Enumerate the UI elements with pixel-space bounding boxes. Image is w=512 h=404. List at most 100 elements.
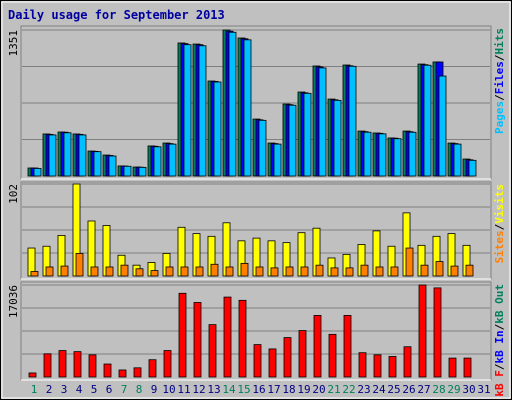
bar: [45, 266, 54, 277]
bar: [418, 284, 427, 378]
y-tick-label: 102: [7, 184, 20, 204]
bar: [288, 104, 297, 177]
x-tick-label: 26: [402, 383, 415, 396]
bar: [253, 344, 262, 378]
bar: [195, 266, 204, 277]
bar: [60, 265, 69, 277]
bar: [165, 266, 174, 277]
legend-entry: Hits: [493, 28, 506, 55]
bar: [225, 266, 234, 277]
bar: [28, 372, 37, 378]
bar: [78, 134, 87, 177]
bar: [73, 351, 82, 378]
bar: [238, 299, 247, 378]
bar: [88, 354, 97, 378]
bar: [108, 155, 117, 177]
bar: [303, 92, 312, 177]
x-tick-label: 25: [387, 383, 400, 396]
x-tick-label: 5: [91, 383, 98, 396]
legend-separator: /: [493, 363, 506, 370]
legend-entry: kB Out: [493, 284, 506, 324]
bar: [378, 133, 387, 177]
legend-entry: Visits: [493, 184, 506, 224]
bar: [213, 81, 222, 177]
x-tick-label: 28: [432, 383, 445, 396]
chart-title: Daily usage for September 2013: [8, 8, 225, 22]
x-tick-label: 17: [267, 383, 280, 396]
legend-entry: kB F: [493, 370, 506, 397]
legend: kB F/kB In/kB Out: [493, 284, 506, 397]
x-tick-label: 10: [162, 383, 175, 396]
x-tick-label: 15: [237, 383, 250, 396]
bar: [33, 168, 42, 177]
legend-entry: Files: [493, 61, 506, 94]
bar: [30, 271, 39, 277]
bar: [358, 352, 367, 378]
x-tick-label: 27: [417, 383, 430, 396]
bar: [420, 264, 429, 277]
x-tick-label: 9: [151, 383, 158, 396]
legend-entry: Pages: [493, 101, 506, 134]
x-tick-label: 6: [106, 383, 113, 396]
bar: [388, 356, 397, 378]
bar: [318, 67, 327, 177]
x-tick-label: 13: [207, 383, 220, 396]
x-tick-label: 7: [121, 383, 128, 396]
bar: [348, 65, 357, 177]
legend-separator: /: [493, 323, 506, 330]
legend: Sites/Visits: [493, 184, 506, 264]
bar: [118, 369, 127, 378]
legend-entry: Sites: [493, 230, 506, 263]
legend-separator: /: [493, 54, 506, 61]
bar: [315, 264, 324, 277]
bar: [300, 266, 309, 277]
bar: [363, 131, 372, 177]
x-tick-label: 11: [177, 383, 190, 396]
bar: [360, 264, 369, 277]
bar: [133, 367, 142, 378]
bar: [390, 266, 399, 277]
bar: [178, 292, 187, 378]
bar: [150, 270, 159, 277]
x-tick-label: 23: [357, 383, 370, 396]
bar: [208, 324, 217, 378]
bar: [48, 134, 57, 177]
bar: [228, 31, 237, 177]
x-tick-label: 31: [477, 383, 490, 396]
bar: [433, 287, 442, 378]
bar: [198, 45, 207, 177]
x-tick-label: 29: [447, 383, 460, 396]
x-tick-label: 20: [312, 383, 325, 396]
x-tick-label: 4: [76, 383, 83, 396]
bar: [408, 131, 417, 177]
bar: [373, 354, 382, 378]
bar: [180, 266, 189, 277]
bar: [285, 266, 294, 277]
x-tick-label: 3: [61, 383, 68, 396]
bar: [375, 266, 384, 277]
bar: [328, 333, 337, 378]
bar: [270, 267, 279, 277]
bar: [255, 266, 264, 277]
bar: [453, 143, 462, 177]
bar: [105, 266, 114, 277]
bar: [450, 265, 459, 277]
x-tick-label: 24: [372, 383, 386, 396]
bar: [58, 350, 67, 378]
bar: [273, 143, 282, 177]
bar: [438, 75, 447, 177]
bar: [75, 253, 84, 277]
bar: [405, 247, 414, 277]
bar: [93, 151, 102, 177]
bar: [43, 353, 52, 378]
bar: [448, 357, 457, 378]
bar: [103, 363, 112, 378]
legend: Pages/Files/Hits: [493, 28, 506, 134]
bar: [343, 315, 352, 378]
legend-separator: /: [493, 94, 506, 101]
bar: [403, 346, 412, 378]
x-tick-label: 30: [462, 383, 475, 396]
y-tick-label: 1351: [7, 30, 20, 57]
